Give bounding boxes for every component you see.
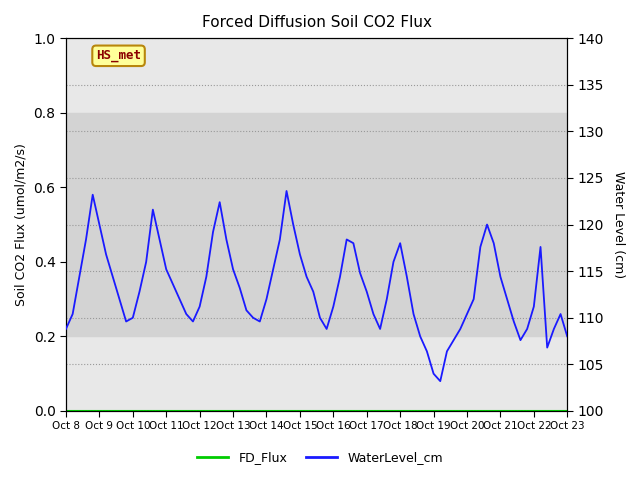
Text: HS_met: HS_met: [96, 49, 141, 62]
Title: Forced Diffusion Soil CO2 Flux: Forced Diffusion Soil CO2 Flux: [202, 15, 431, 30]
Bar: [66, 113, 567, 336]
Legend: FD_Flux, WaterLevel_cm: FD_Flux, WaterLevel_cm: [192, 446, 448, 469]
Y-axis label: Soil CO2 Flux (umol/m2/s): Soil CO2 Flux (umol/m2/s): [15, 143, 28, 306]
Y-axis label: Water Level (cm): Water Level (cm): [612, 171, 625, 278]
